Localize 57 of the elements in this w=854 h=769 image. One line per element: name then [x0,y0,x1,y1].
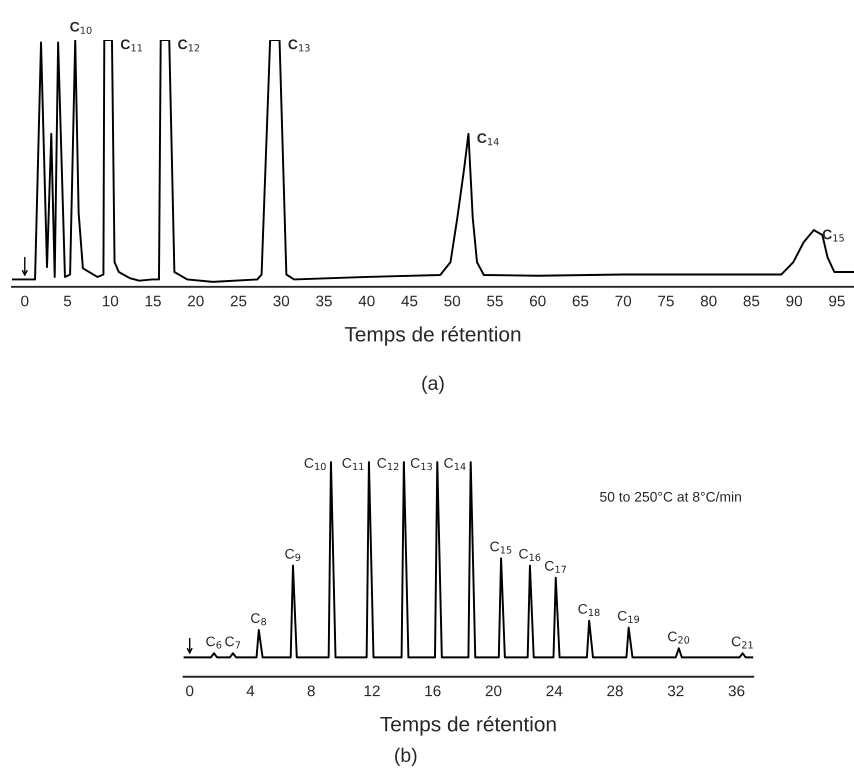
annotation: C$_{11}$ [342,458,364,470]
x-tick-label: 8 [308,685,315,696]
annotation: C$_{12}$ [178,39,200,52]
x-tick-label: 4 [246,686,254,696]
annotation: C$_{16}$ [519,548,540,561]
x-tick-label: 24 [546,685,562,696]
x-tick-label: 25 [230,296,246,306]
x-tick-label: 80 [700,296,717,306]
x-tick-label: 36 [728,685,744,696]
annotation: C$_{11}$ [120,39,142,52]
annotation: C$_{14}$ [477,133,499,146]
x-tick-label: 35 [316,296,332,306]
annotation: C$_{15}$ [822,229,844,242]
text: (b) [395,748,416,766]
x-tick-label: 75 [658,296,674,306]
x-axis-title: Temps de rétention [344,326,520,346]
annotation: C$_{7}$ [225,636,240,648]
x-tick-label: 95 [829,296,845,306]
annotation: C$_{21}$ [732,636,753,648]
x-tick-label: 50 [444,296,460,306]
x-tick-label: 60 [530,296,546,306]
annotation: C$_{20}$ [668,632,690,644]
annotation: C$_{10}$ [304,458,326,470]
annotation: C$_{6}$ [206,636,222,649]
x-tick-label: 12 [364,685,380,696]
x-tick-label: 90 [786,296,802,306]
x-tick-label: 45 [401,296,418,306]
annotation: C$_{10}$ [70,22,92,34]
x-tick-label: 0 [21,296,28,306]
annotation: C$_{8}$ [251,613,266,626]
x-tick-label: 65 [572,296,588,306]
x-tick-label: 55 [487,296,503,306]
x-tick-label: 30 [273,296,290,306]
x-tick-label: 28 [607,685,623,696]
x-tick-label: 5 [64,296,72,306]
annotation: 50 to 250°C at 8°C/min [600,492,741,502]
x-axis-title: Temps de rétention [380,716,556,736]
text: (a) [422,376,444,394]
x-tick-label: 10 [102,296,118,306]
x-tick-label: 70 [615,296,632,306]
x-tick-label: 16 [425,685,441,696]
annotation: C$_{14}$ [444,458,466,470]
annotation: C$_{17}$ [545,560,566,573]
annotation: C$_{12}$ [377,458,398,470]
x-tick-label: 20 [188,296,204,306]
x-tick-label: 85 [744,296,760,306]
x-tick-label: 20 [486,685,502,696]
x-tick-label: 32 [668,685,684,696]
x-tick-label: 15 [146,296,161,306]
x-tick-label: 0 [186,685,194,696]
x-tick-label: 40 [358,296,375,306]
annotation: C$_{13}$ [410,458,432,470]
annotation: C$_{13}$ [288,39,310,52]
annotation: C$_{9}$ [285,548,300,561]
annotation: C$_{15}$ [490,542,512,554]
annotation: C$_{18}$ [578,604,600,616]
annotation: C$_{19}$ [618,610,640,623]
